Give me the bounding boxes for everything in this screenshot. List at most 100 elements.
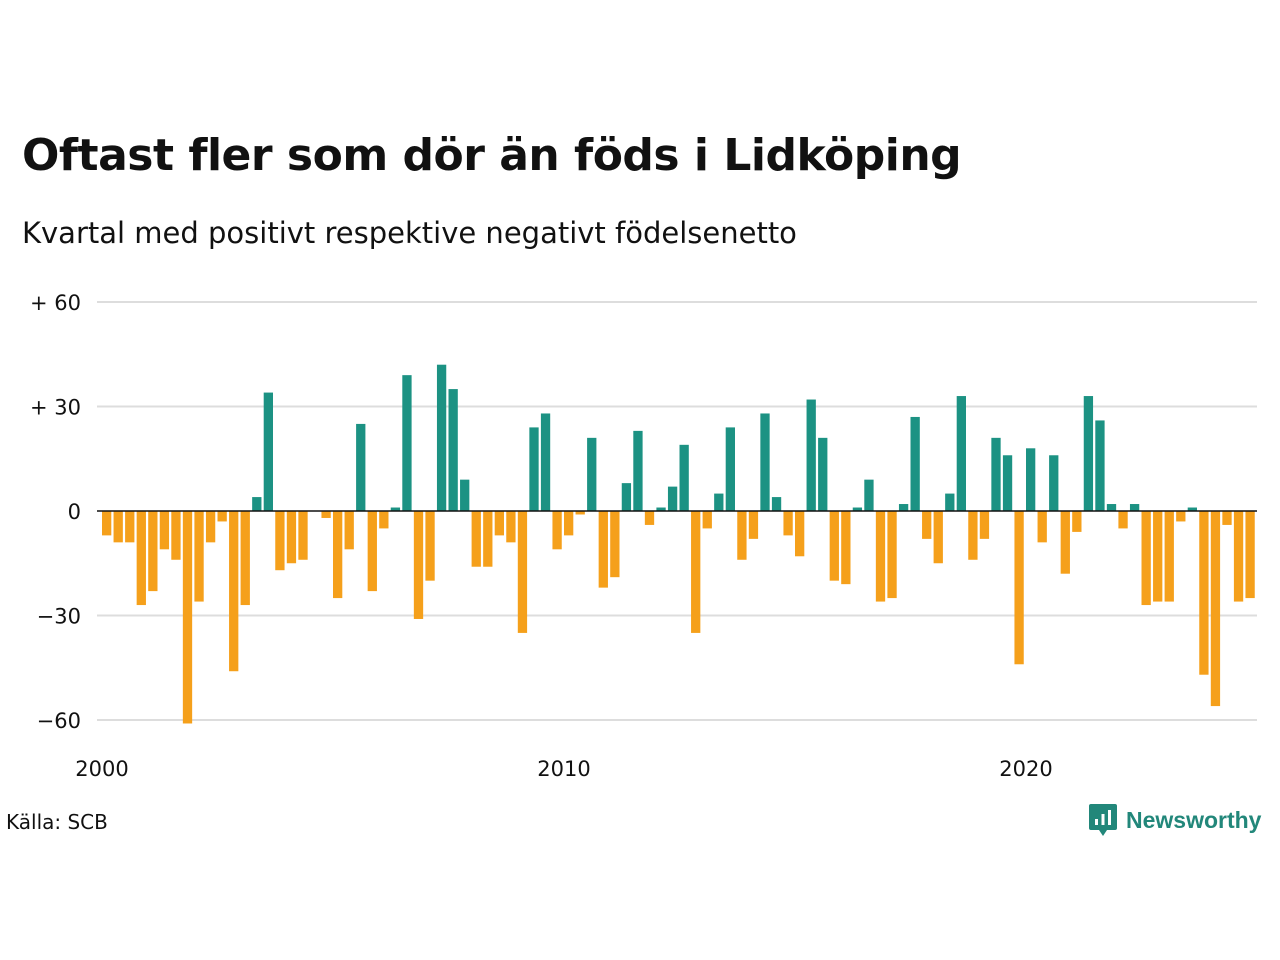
- y-tick-label: −30: [37, 605, 81, 629]
- bar: [425, 511, 435, 581]
- gridlines: [97, 301, 1257, 721]
- bar: [887, 511, 897, 599]
- bar: [760, 413, 770, 511]
- bar: [714, 493, 724, 511]
- bar: [829, 511, 839, 581]
- bar: [113, 511, 123, 543]
- bars: [102, 364, 1255, 724]
- bar: [1095, 420, 1105, 511]
- bar: [1026, 448, 1036, 511]
- bar: [1199, 511, 1209, 675]
- bar: [552, 511, 562, 550]
- chart-title: Oftast fler som dör än föds i Lidköping: [22, 130, 962, 181]
- bar: [1060, 511, 1070, 574]
- bar: [125, 511, 135, 543]
- bar: [667, 486, 678, 511]
- bar: [1129, 504, 1140, 511]
- bar: [344, 511, 354, 550]
- bar: [1141, 511, 1151, 606]
- bar: [540, 413, 551, 511]
- bar: [852, 507, 863, 511]
- bar: [587, 437, 597, 511]
- bar: [182, 511, 193, 724]
- bar: [933, 511, 943, 564]
- bar: [875, 511, 886, 602]
- bar: [968, 511, 978, 560]
- bar: [771, 497, 782, 511]
- bar: [945, 493, 955, 511]
- bar: [656, 507, 666, 511]
- x-axis: 2000 2010 2020: [75, 757, 1052, 781]
- bar: [298, 511, 308, 560]
- source-note: Källa: SCB: [6, 810, 108, 834]
- x-tick-label: 2020: [999, 757, 1052, 781]
- bar: [621, 483, 632, 511]
- bar: [517, 511, 528, 633]
- bar: [1245, 511, 1255, 599]
- bar: [136, 511, 146, 606]
- bar: [402, 375, 412, 511]
- bar: [737, 511, 747, 560]
- bar: [252, 497, 262, 511]
- brand-logo: Newsworthy: [1088, 802, 1261, 838]
- y-tick-label: + 60: [30, 291, 81, 315]
- bar: [806, 399, 816, 511]
- chart-subtitle: Kvartal med positivt respektive negativt…: [22, 216, 797, 250]
- bar: [356, 423, 366, 511]
- bar: [413, 511, 424, 619]
- bar: [275, 511, 285, 571]
- bar: [471, 511, 481, 567]
- bar: [922, 511, 932, 539]
- bar: [390, 507, 401, 511]
- x-tick-label: 2010: [537, 757, 590, 781]
- bar: [1233, 511, 1244, 602]
- bar: [448, 389, 458, 511]
- bar: [506, 511, 516, 543]
- bar: [598, 511, 608, 588]
- bar: [102, 511, 112, 536]
- bar: [229, 511, 239, 672]
- bar: [205, 511, 216, 543]
- bar: [194, 511, 204, 602]
- y-tick-label: 0: [68, 500, 81, 524]
- bar: [818, 437, 828, 511]
- bar: [333, 511, 343, 599]
- x-tick-label: 2000: [75, 757, 128, 781]
- y-axis: + 60 + 30 0 −30 −60: [30, 291, 81, 733]
- bar: [679, 444, 689, 511]
- bar: [436, 364, 447, 511]
- bar: [795, 511, 805, 557]
- bar: [1037, 511, 1047, 543]
- bar: [1187, 507, 1197, 511]
- bar: [633, 430, 643, 511]
- y-tick-label: + 30: [30, 396, 81, 420]
- bar: [956, 396, 966, 511]
- bar: [171, 511, 181, 560]
- bar: [1210, 511, 1221, 707]
- bar: [1164, 511, 1174, 602]
- bar: [1072, 511, 1082, 532]
- bar: [783, 511, 793, 536]
- bar: [898, 504, 909, 511]
- bar: [483, 511, 493, 567]
- bar: [1014, 511, 1024, 665]
- bar: [367, 511, 377, 592]
- bar: [460, 479, 470, 511]
- bar: [529, 427, 539, 511]
- bar: [910, 416, 920, 511]
- bar: [240, 511, 250, 606]
- y-tick-label: −60: [37, 709, 81, 733]
- bar: [748, 511, 759, 539]
- bar: [575, 511, 585, 515]
- bar: [725, 427, 735, 511]
- bar: [379, 511, 389, 529]
- bar: [1176, 511, 1186, 522]
- bar: [286, 511, 297, 564]
- bar: [1106, 504, 1117, 511]
- bar: [864, 479, 874, 511]
- bar: [644, 511, 655, 525]
- bar: [610, 511, 620, 578]
- bar: [979, 511, 990, 539]
- bar: [702, 511, 712, 529]
